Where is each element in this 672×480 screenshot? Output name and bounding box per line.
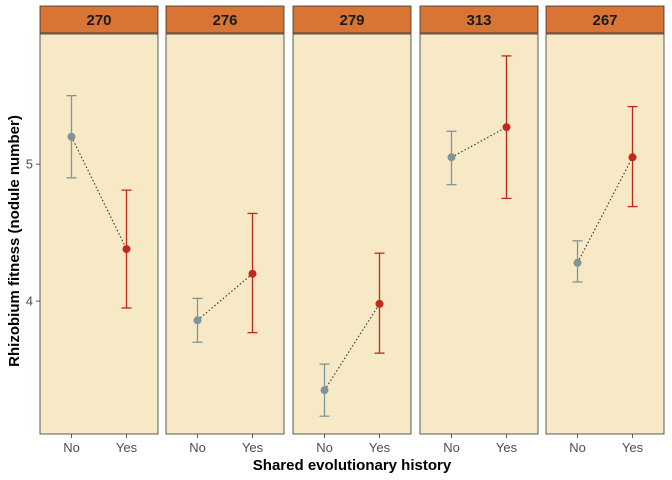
facet-strip: [419, 5, 539, 34]
point-no: [193, 316, 202, 325]
x-tick-label: No: [316, 440, 333, 455]
point-no: [320, 386, 329, 395]
point-no: [573, 258, 582, 267]
y-tick-label: 5: [26, 157, 33, 172]
facet-panel-276: 276 No Yes: [165, 5, 285, 455]
facet-panel-279: 279 No Yes: [292, 5, 412, 455]
facet-strip: [292, 5, 412, 34]
panel-background: [165, 33, 285, 435]
connector-line: [451, 126, 507, 158]
point-yes: [502, 123, 511, 132]
facet-panel-270: 270 No Yes: [39, 5, 159, 455]
facet-strip-label: 267: [592, 12, 617, 29]
x-tick-label: Yes: [116, 440, 138, 455]
facet-strip: [165, 5, 285, 34]
point-no: [447, 153, 456, 162]
facet-strip-label: 276: [212, 12, 237, 29]
point-no: [67, 132, 76, 141]
x-tick-label: No: [63, 440, 80, 455]
facet-strip-label: 313: [466, 12, 491, 29]
y-tick-label: 4: [26, 294, 33, 309]
x-axis-title: Shared evolutionary history: [253, 457, 452, 474]
connector-line: [577, 157, 633, 264]
facet-strip: [39, 5, 159, 34]
x-tick-label: Yes: [622, 440, 644, 455]
panel-background: [545, 33, 665, 435]
panel-background: [292, 33, 412, 435]
connector-line: [197, 273, 253, 321]
panel-background: [419, 33, 539, 435]
facet-panel-267: 267 No Yes: [545, 5, 665, 455]
x-tick-label: Yes: [369, 440, 391, 455]
panels: 270 No Yes 276 No Yes 279 No Yes 313 No Yes 267 No Yes: [39, 5, 665, 455]
facet-panel-313: 313 No Yes: [419, 5, 539, 455]
y-axis-title: Rhizobium fitness (nodule number): [6, 115, 23, 367]
x-tick-label: No: [189, 440, 206, 455]
x-tick-label: Yes: [496, 440, 518, 455]
connector-line: [324, 303, 380, 391]
panel-background: [39, 33, 159, 435]
point-yes: [122, 245, 131, 254]
x-tick-label: No: [443, 440, 460, 455]
point-yes: [375, 299, 384, 308]
facet-strip-label: 279: [339, 12, 364, 29]
x-tick-label: Yes: [242, 440, 264, 455]
facet-strip: [545, 5, 665, 34]
y-axis: 45: [26, 157, 40, 309]
connector-line: [71, 136, 127, 250]
point-yes: [248, 269, 257, 278]
x-tick-label: No: [569, 440, 586, 455]
point-yes: [628, 153, 637, 162]
facet-strip-label: 270: [86, 12, 111, 29]
